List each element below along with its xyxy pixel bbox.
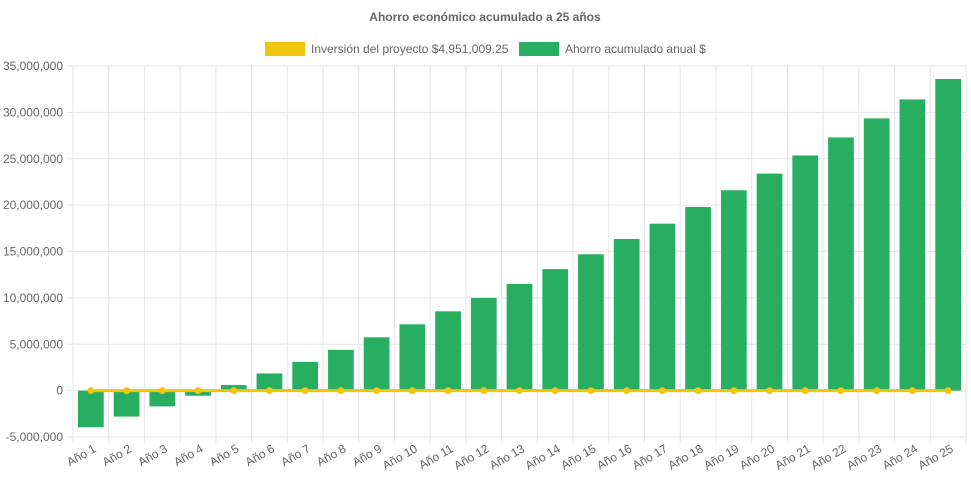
x-axis: Año 1 Año 2 Año 3 Año 4 Año 5 Año 6 Año 7 Año 8… — [64, 441, 956, 472]
x-tick-label: Año 19 — [701, 441, 741, 472]
savings-bar — [435, 311, 461, 391]
savings-bar — [78, 390, 104, 428]
savings-bar — [649, 223, 676, 391]
investment-point — [516, 387, 523, 395]
savings-bar — [578, 254, 604, 391]
savings-bar — [756, 173, 783, 391]
investment-point — [301, 387, 309, 395]
x-tick-label: Año 23 — [844, 441, 884, 472]
savings-bar — [828, 137, 854, 391]
investment-point — [87, 387, 95, 395]
investment-point — [658, 387, 666, 395]
savings-bar — [113, 390, 140, 417]
x-tick-label: Año 11 — [416, 441, 455, 472]
investment-point — [873, 387, 881, 395]
investment-point — [123, 387, 131, 395]
x-tick-label: Año 21 — [773, 441, 813, 472]
x-tick-label: Año 3 — [136, 441, 170, 469]
savings-bar — [256, 373, 283, 391]
investment-point — [373, 387, 381, 395]
x-tick-label: Año 9 — [350, 441, 384, 469]
savings-bar — [399, 324, 426, 391]
x-tick-label: Año 8 — [314, 441, 348, 469]
x-tick-label: Año 22 — [809, 441, 849, 472]
x-tick-label: Año 25 — [916, 441, 956, 472]
legend-label-savings: Ahorro acumulado anual $ — [565, 42, 706, 56]
line-series — [87, 387, 952, 395]
savings-bar — [506, 283, 533, 391]
investment-point — [837, 387, 845, 395]
x-tick-label: Año 7 — [279, 441, 313, 469]
x-tick-label: Año 17 — [630, 441, 670, 472]
y-tick-label: 15,000,000 — [3, 245, 63, 259]
investment-point — [265, 387, 273, 395]
savings-bar — [328, 349, 354, 391]
savings-bar — [292, 361, 319, 391]
y-tick-label: 20,000,000 — [3, 198, 63, 212]
savings-bar — [149, 390, 176, 407]
savings-bar — [792, 155, 819, 391]
y-tick-label: -5,000,000 — [6, 430, 64, 444]
investment-point — [444, 387, 452, 395]
investment-point — [694, 387, 702, 395]
x-tick-label: Año 18 — [666, 441, 706, 472]
y-tick-label: 30,000,000 — [3, 105, 63, 119]
x-tick-label: Año 13 — [487, 441, 527, 472]
chart-grid — [67, 65, 967, 443]
x-tick-label: Año 6 — [243, 441, 277, 469]
x-tick-label: Año 14 — [523, 441, 563, 472]
x-tick-label: Año 10 — [380, 441, 420, 472]
y-tick-label: 10,000,000 — [3, 291, 63, 305]
savings-bar — [899, 99, 926, 391]
y-tick-label: 5,000,000 — [10, 337, 64, 351]
x-tick-label: Año 5 — [207, 441, 241, 469]
investment-point — [551, 387, 559, 395]
savings-bar — [542, 269, 569, 391]
investment-point — [408, 387, 416, 395]
savings-bar — [613, 238, 640, 391]
x-tick-label: Año 1 — [64, 441, 98, 469]
legend-swatch-investment — [265, 42, 305, 56]
savings-bar — [685, 206, 711, 391]
chart-title: Ahorro económico acumulado a 25 años — [369, 10, 601, 24]
savings-bar — [935, 78, 961, 391]
investment-point — [480, 387, 488, 395]
investment-point — [908, 387, 916, 395]
investment-point — [337, 387, 345, 395]
investment-point — [730, 387, 738, 395]
x-tick-label: Año 20 — [737, 441, 777, 472]
y-tick-label: 25,000,000 — [3, 152, 63, 166]
investment-point — [587, 387, 595, 395]
chart-legend: Inversión del proyecto $4,951,009.25 Aho… — [265, 42, 706, 56]
investment-point — [801, 387, 809, 395]
x-tick-label: Año 24 — [880, 441, 920, 472]
x-tick-label: Año 4 — [171, 441, 205, 469]
y-tick-label: 0 — [56, 384, 63, 398]
legend-swatch-savings — [519, 42, 559, 56]
investment-point — [944, 387, 952, 395]
investment-point — [623, 387, 631, 395]
legend-label-investment: Inversión del proyecto $4,951,009.25 — [311, 42, 509, 56]
investment-point — [158, 387, 166, 395]
bar-series — [78, 78, 961, 428]
savings-bar — [363, 337, 390, 391]
investment-point — [766, 387, 774, 395]
savings-bar — [720, 190, 747, 391]
savings-bar — [863, 118, 890, 391]
investment-point — [194, 387, 202, 395]
y-axis: 35,000,000 30,000,000 25,000,000 20,000,000… — [3, 59, 63, 444]
savings-bar — [470, 297, 497, 391]
y-tick-label: 35,000,000 — [3, 59, 63, 73]
x-tick-label: Año 16 — [594, 441, 634, 472]
investment-point — [230, 387, 238, 395]
x-tick-label: Año 2 — [100, 441, 134, 469]
x-tick-label: Año 12 — [451, 441, 491, 472]
x-tick-label: Año 15 — [558, 441, 598, 472]
